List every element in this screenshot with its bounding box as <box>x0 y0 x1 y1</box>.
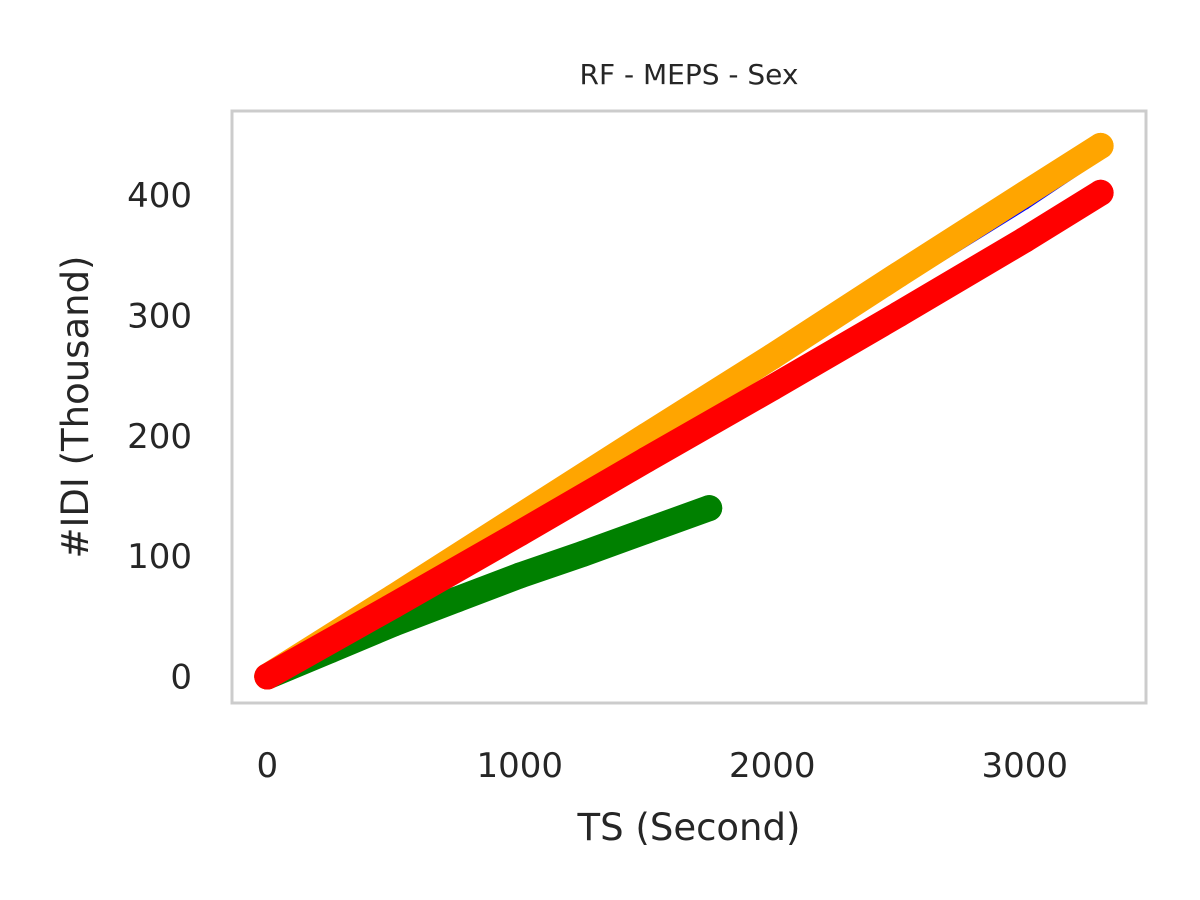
series-4-point <box>506 520 533 547</box>
x-tick-label: 2000 <box>729 746 816 786</box>
series-2-point <box>633 517 660 544</box>
series-2-point <box>570 540 596 567</box>
series-4-point <box>254 663 281 690</box>
x-axis-label: TS (Second) <box>577 806 801 849</box>
series-4-point <box>1011 226 1038 253</box>
plot-series-group <box>254 132 1114 690</box>
series-2-point <box>443 586 470 613</box>
y-tick-labels: 0 100 200 300 400 <box>127 176 192 697</box>
series-line-4 <box>254 179 1114 690</box>
y-tick-label: 300 <box>127 297 192 337</box>
series-4-point <box>1087 179 1114 206</box>
x-tick-labels: 0 1000 2000 3000 <box>256 746 1068 786</box>
x-tick-label: 1000 <box>477 746 564 786</box>
series-3-point <box>759 343 786 370</box>
series-3-point <box>885 261 912 288</box>
series-4-point <box>380 592 407 619</box>
x-tick-label: 0 <box>256 746 278 786</box>
series-3-point <box>1011 181 1038 207</box>
y-tick-label: 100 <box>127 537 192 577</box>
y-tick-label: 200 <box>127 417 192 457</box>
y-tick-label: 400 <box>127 176 192 216</box>
x-tick-label: 3000 <box>982 746 1069 786</box>
y-tick-label: 0 <box>170 658 192 698</box>
series-3-point <box>1087 132 1114 159</box>
series-2-point <box>696 495 723 522</box>
series-4-point <box>885 301 912 328</box>
chart-title: RF - MEPS - Sex <box>580 58 799 91</box>
series-2-point <box>506 562 533 589</box>
plot-frame <box>230 109 1148 705</box>
series-4-point <box>759 374 786 401</box>
series-4-point <box>633 446 660 473</box>
y-axis-label: #IDI (Thousand) <box>54 256 97 559</box>
